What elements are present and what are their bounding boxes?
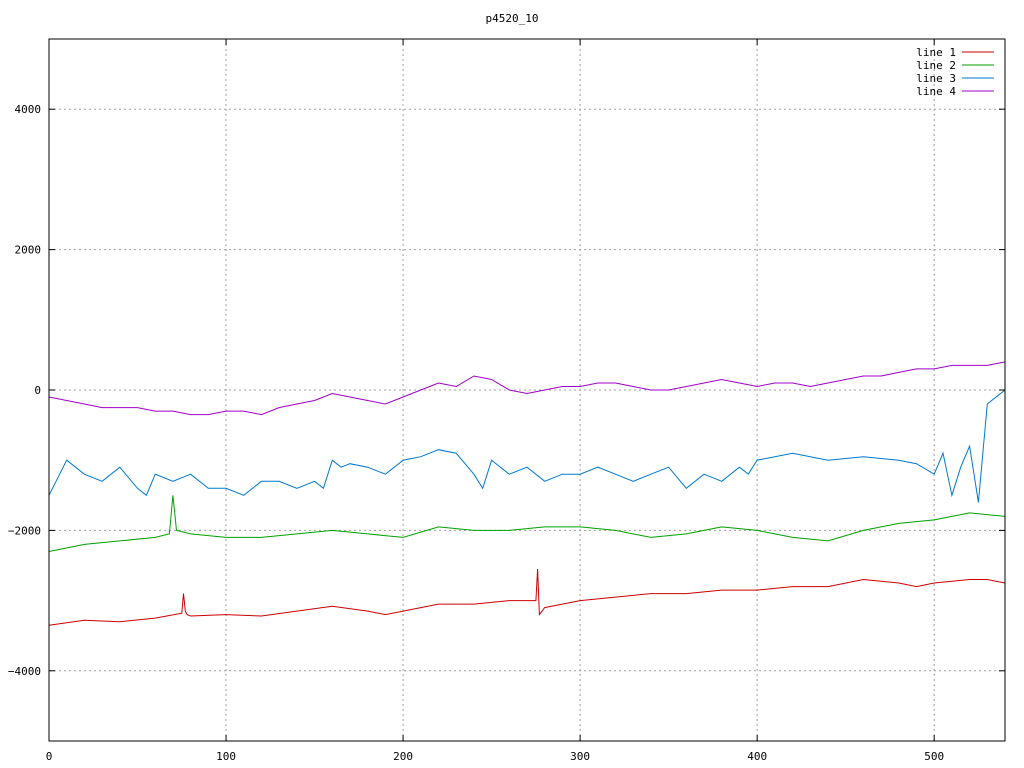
x-tick-label: 500 xyxy=(924,750,944,763)
series-line-3 xyxy=(48,389,1006,503)
y-tick-label: −2000 xyxy=(8,524,41,537)
x-tick-label: 200 xyxy=(393,750,413,763)
grid-layer xyxy=(49,39,1005,741)
chart-title: p4520_10 xyxy=(486,12,539,25)
x-tick-label: 400 xyxy=(747,750,767,763)
x-tick-label: 100 xyxy=(216,750,236,763)
y-tick-label: 2000 xyxy=(15,244,42,257)
y-tick-label: 4000 xyxy=(15,103,42,116)
y-tick-label: −4000 xyxy=(8,665,41,678)
series-line-1 xyxy=(48,568,1006,626)
legend-label-1: line 1 xyxy=(916,46,956,59)
series-line-2 xyxy=(48,495,1006,552)
series-layer xyxy=(48,361,1006,626)
legend-label-3: line 3 xyxy=(916,72,956,85)
axis-layer: 0 100 200 300 400 500 −4000 −2000 0 2000 4000 xyxy=(8,38,1006,763)
legend-label-2: line 2 xyxy=(916,59,956,72)
series-line-4 xyxy=(48,361,1006,416)
y-tick-label: 0 xyxy=(34,384,41,397)
legend-label-4: line 4 xyxy=(916,85,956,98)
plot-frame xyxy=(48,38,1006,742)
x-tick-label: 300 xyxy=(570,750,590,763)
x-tick-label: 0 xyxy=(46,750,53,763)
